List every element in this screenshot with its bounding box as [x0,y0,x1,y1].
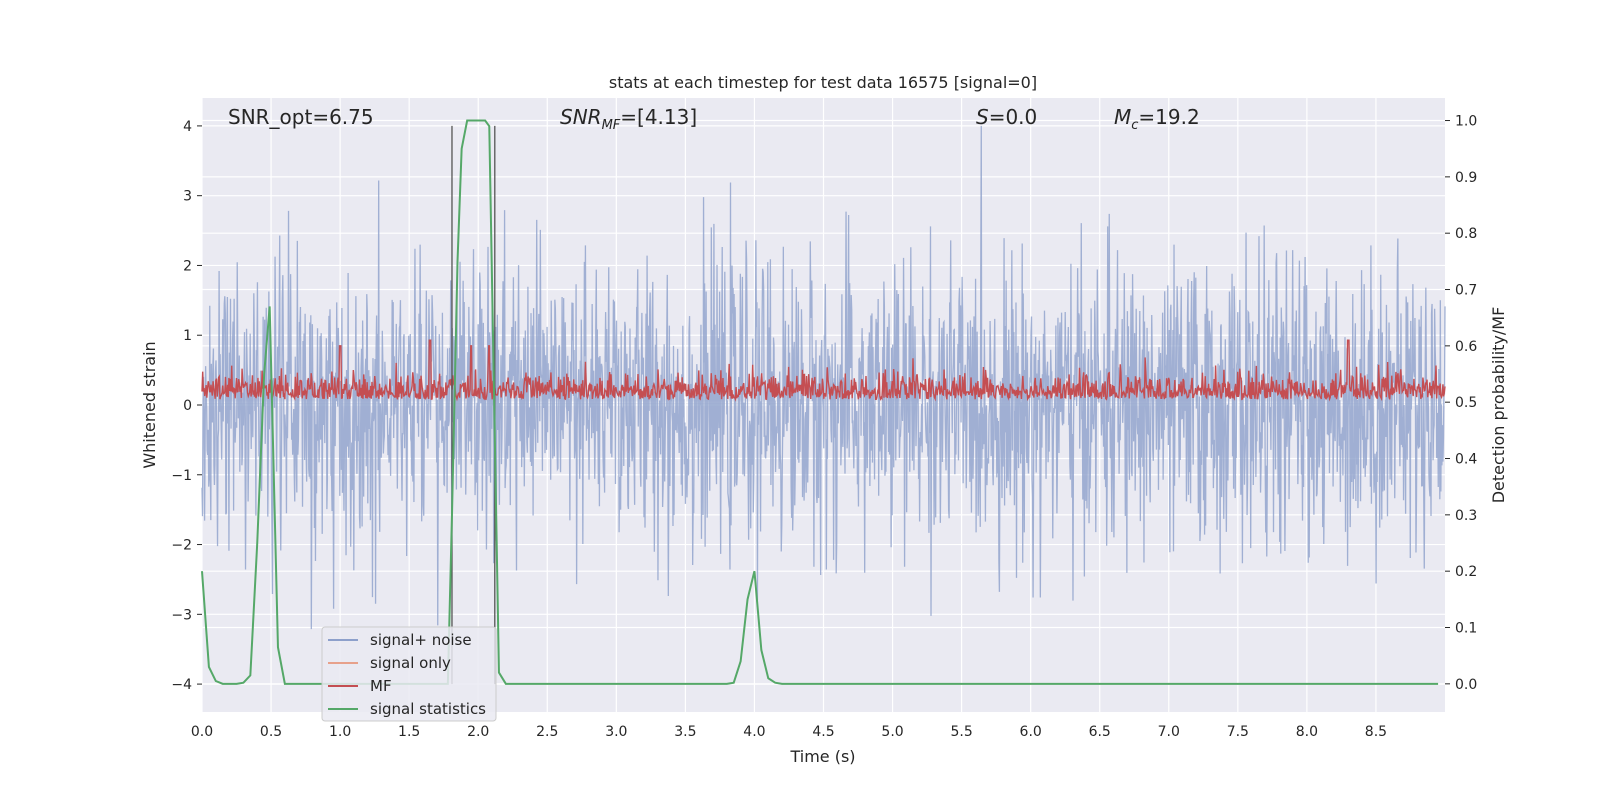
y-left-tick-label: 2 [183,258,192,274]
y-right-tick-label: 0.3 [1455,508,1477,524]
y-right-tick-label: 0.5 [1455,395,1477,411]
annotation-s-value: =0.0 [989,105,1038,129]
y-axis-left-label: Whitened strain [140,341,159,468]
series-signal-statistics [201,119,1439,685]
y-right-tick-label: 0.4 [1455,452,1477,468]
y-right-tick-label: 1.0 [1455,114,1477,130]
annotation-snr-opt: SNR_opt=6.75 [228,105,374,129]
y-left-tick-label: 3 [183,189,192,205]
legend-label-mf: MF [370,677,392,695]
x-tick-label: 3.0 [605,724,627,740]
x-tick-label: 7.5 [1227,724,1249,740]
legend-label-signal-noise: signal+ noise [370,631,472,649]
y-left-tick-label: 0 [183,398,192,414]
y-left-tick-label: 4 [183,119,192,135]
mf-line [201,339,1446,402]
annotation-mc-value: =19.2 [1138,105,1199,129]
signal-statistics-line [201,119,1439,685]
x-axis-label: Time (s) [789,747,855,766]
annotation-snr-mf: SNRMF=[4.13] [560,105,697,133]
y-right-tick-label: 0.0 [1455,677,1477,693]
y-left-tick-labels: −4 −3 −2 −1 0 1 2 3 4 [171,119,202,693]
series-signal-noise [201,125,1446,630]
y-right-tick-label: 0.6 [1455,339,1477,355]
annotation-mc: Mc=19.2 [1114,105,1200,133]
x-tick-label: 6.0 [1020,724,1042,740]
x-tick-label: 5.0 [881,724,903,740]
x-tick-label: 5.5 [950,724,972,740]
y-right-tick-label: 0.2 [1455,564,1477,580]
noise-line [201,125,1446,630]
legend-label-signal-only: signal only [370,654,451,672]
x-tick-label: 2.5 [536,724,558,740]
x-tick-label: 4.5 [812,724,834,740]
y-left-tick-label: 1 [183,328,192,344]
x-tick-label: 6.5 [1089,724,1111,740]
y-left-tick-label: −3 [171,607,192,623]
y-right-tick-labels: 0.0 0.1 0.2 0.3 0.4 0.5 0.6 0.7 0.8 0.9 1.0 [1445,114,1477,693]
series-mf [201,339,1446,402]
annotation-s: S=0.0 [976,105,1037,129]
annotation-s-main: S [976,105,989,129]
y-right-tick-label: 0.7 [1455,283,1477,299]
x-tick-label: 3.5 [674,724,696,740]
x-tick-label: 1.5 [398,724,420,740]
annotation-mc-sub: c [1131,118,1138,133]
y-axis-right-label: Detection probability/MF [1489,307,1508,504]
legend-label-signal-statistics: signal statistics [370,700,486,718]
x-tick-label: 2.0 [467,724,489,740]
legend-box [321,626,497,722]
x-tick-labels: 0.0 0.5 1.0 1.5 2.0 2.5 3.0 3.5 4.0 4.5 5.0 5.5 6.0 6… [191,724,1387,740]
y-left-tick-label: −4 [171,677,192,693]
y-left-tick-label: −1 [171,468,192,484]
x-tick-label: 0.0 [191,724,213,740]
annotation-mc-main: M [1114,105,1131,129]
annotation-snr-mf-value: =[4.13] [620,105,697,129]
y-left-tick-label: −2 [171,538,192,554]
y-right-tick-label: 0.1 [1455,621,1477,637]
x-tick-label: 4.0 [743,724,765,740]
x-tick-label: 8.5 [1365,724,1387,740]
y-right-tick-label: 0.8 [1455,226,1477,242]
x-tick-label: 0.5 [260,724,282,740]
annotation-snr-mf-main: SNR [560,105,602,129]
x-tick-label: 1.0 [329,724,351,740]
legend: signal+ noise signal only MF signal stat… [321,626,497,722]
chart-title: stats at each timestep for test data 165… [609,73,1037,92]
y-right-tick-label: 0.9 [1455,170,1477,186]
annotation-snr-mf-sub: MF [602,118,621,133]
x-tick-label: 7.0 [1158,724,1180,740]
x-tick-label: 8.0 [1296,724,1318,740]
